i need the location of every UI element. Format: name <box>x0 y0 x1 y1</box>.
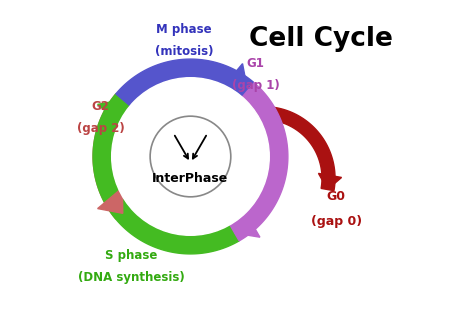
Text: InterPhase: InterPhase <box>152 172 228 185</box>
Polygon shape <box>319 173 342 190</box>
Text: Cell Cycle: Cell Cycle <box>249 26 392 52</box>
Polygon shape <box>98 100 123 125</box>
Polygon shape <box>93 94 239 254</box>
Polygon shape <box>222 64 247 89</box>
Text: (DNA synthesis): (DNA synthesis) <box>78 271 185 284</box>
Text: G2: G2 <box>91 100 109 113</box>
Polygon shape <box>230 82 288 241</box>
Text: M phase: M phase <box>156 23 212 36</box>
Polygon shape <box>98 188 123 213</box>
Text: (gap 2): (gap 2) <box>77 122 124 135</box>
Text: G1: G1 <box>246 57 264 70</box>
Circle shape <box>112 78 269 235</box>
Text: (mitosis): (mitosis) <box>155 44 213 58</box>
Polygon shape <box>116 59 253 105</box>
Polygon shape <box>235 209 260 237</box>
Polygon shape <box>239 106 335 191</box>
Text: G0: G0 <box>327 190 346 203</box>
Text: (gap 0): (gap 0) <box>311 215 362 228</box>
Circle shape <box>150 116 231 197</box>
Text: (gap 1): (gap 1) <box>232 79 280 92</box>
Polygon shape <box>93 94 129 219</box>
Text: S phase: S phase <box>105 249 158 262</box>
